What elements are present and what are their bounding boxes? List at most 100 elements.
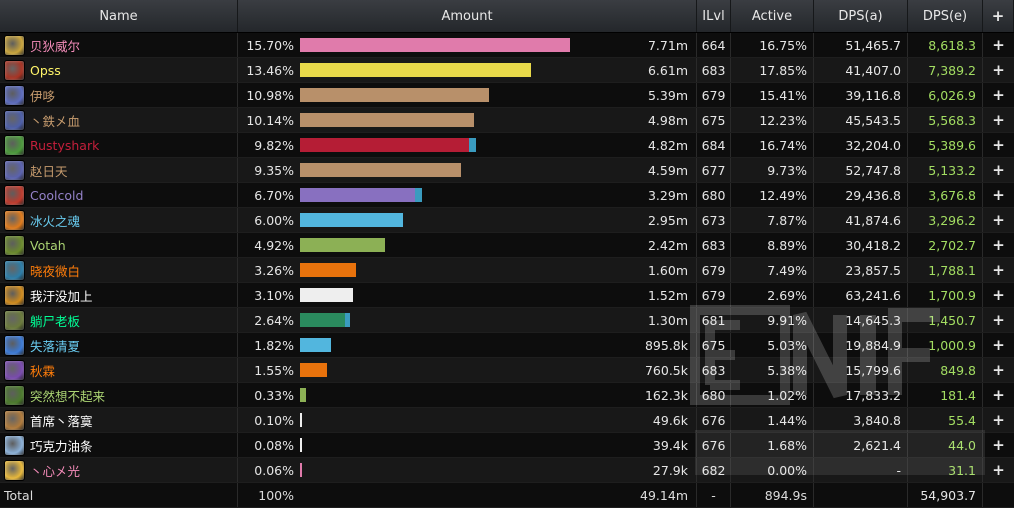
player-name-cell[interactable]: 我汙没加上 (0, 283, 238, 307)
damage-bar (300, 38, 570, 52)
expand-row-icon[interactable]: + (992, 161, 1005, 179)
table-row[interactable]: 秋霖 1.55% 760.5k 683 5.38% 15,799.6 849.8 + (0, 358, 1014, 383)
table-row[interactable]: 晓夜微白 3.26% 1.60m 679 7.49% 23,857.5 1,788.1 + (0, 258, 1014, 283)
dps-effective: 1,000.9 (908, 333, 983, 357)
hunter-class-icon (4, 384, 25, 406)
table-row[interactable]: Coolcold 6.70% 3.29m 680 12.49% 29,436.8 3,676… (0, 183, 1014, 208)
table-row[interactable]: 丶心㐅光 0.06% 27.9k 682 0.00% -31.1 + (0, 458, 1014, 483)
damage-bar (300, 113, 474, 127)
table-row[interactable]: 巧克力油条 0.08% 39.4k 676 1.68% 2,621.4 44.0 + (0, 433, 1014, 458)
expand-row-icon[interactable]: + (992, 186, 1005, 204)
player-name-cell[interactable]: 失落清夏 (0, 333, 238, 357)
player-name: 晓夜微白 (30, 263, 81, 279)
table-row[interactable]: 突然想不起来 0.33% 162.3k 680 1.02% 17,833.2 181.4 + (0, 383, 1014, 408)
header-ilvl[interactable]: ILvl (697, 0, 731, 32)
expand-row-icon[interactable]: + (992, 386, 1005, 404)
header-name[interactable]: Name (0, 0, 238, 32)
total-active: 894.9s (731, 483, 814, 507)
item-level: 682 (697, 458, 731, 482)
active-percent: 9.73% (731, 158, 814, 182)
expand-row-icon[interactable]: + (992, 261, 1005, 279)
expand-row-icon[interactable]: + (992, 136, 1005, 154)
player-name: 丶心㐅光 (30, 463, 81, 479)
expand-row-icon[interactable]: + (992, 236, 1005, 254)
expand-row-icon[interactable]: + (992, 361, 1005, 379)
expand-row-icon[interactable]: + (992, 411, 1005, 429)
player-name-cell[interactable]: 秋霖 (0, 358, 238, 382)
item-level: 676 (697, 433, 731, 457)
damage-amount: 162.3k (635, 383, 697, 407)
expand-row-icon[interactable]: + (992, 86, 1005, 104)
player-name-cell[interactable]: Opss (0, 58, 238, 82)
header-amount[interactable]: Amount (238, 0, 697, 32)
total-row: Total 100% 49.14m - 894.9s 54,903.7 (0, 483, 1014, 508)
table-row[interactable]: 首席丶落寞 0.10% 49.6k 676 1.44% 3,840.8 55.4 + (0, 408, 1014, 433)
expand-row-icon[interactable]: + (992, 436, 1005, 454)
table-row[interactable]: Opss 13.46% 6.61m 683 17.85% 41,407.0 7,389.2 + (0, 58, 1014, 83)
damage-percent: 0.10% (254, 412, 294, 428)
player-name-cell[interactable]: Rustyshark (0, 133, 238, 157)
player-name-cell[interactable]: 躺尸老板 (0, 308, 238, 332)
table-row[interactable]: 我汙没加上 3.10% 1.52m 679 2.69% 63,241.6 1,700.9 + (0, 283, 1014, 308)
damage-bar-area (300, 308, 635, 332)
dps-active: 3,840.8 (814, 408, 908, 432)
dps-active: 19,884.9 (814, 333, 908, 357)
header-active[interactable]: Active (731, 0, 814, 32)
table-row[interactable]: 冰火之魂 6.00% 2.95m 673 7.87% 41,874.6 3,296.2 + (0, 208, 1014, 233)
player-name-cell[interactable]: 冰火之魂 (0, 208, 238, 232)
damage-bar-area (300, 33, 635, 57)
player-name-cell[interactable]: Coolcold (0, 183, 238, 207)
expand-row-icon[interactable]: + (992, 61, 1005, 79)
table-row[interactable]: 贝狄威尔 15.70% 7.71m 664 16.75% 51,465.7 8,618.3 + (0, 33, 1014, 58)
header-expand-icon[interactable]: + (983, 0, 1014, 32)
dps-effective: 31.1 (908, 458, 983, 482)
table-row[interactable]: 赵日天 9.35% 4.59m 677 9.73% 52,747.8 5,133.2 + (0, 158, 1014, 183)
item-level: 675 (697, 108, 731, 132)
player-name: 巧克力油条 (30, 438, 93, 454)
player-name-cell[interactable]: 伊哆 (0, 83, 238, 107)
player-name-cell[interactable]: 丶心㐅光 (0, 458, 238, 482)
damage-percent: 2.64% (254, 312, 294, 328)
total-plus-cell (983, 483, 1014, 507)
player-name-cell[interactable]: 巧克力油条 (0, 433, 238, 457)
expand-row-icon[interactable]: + (992, 336, 1005, 354)
player-name-cell[interactable]: 赵日天 (0, 158, 238, 182)
damage-amount: 2.95m (635, 208, 697, 232)
expand-row-icon[interactable]: + (992, 286, 1005, 304)
expand-row-icon[interactable]: + (992, 311, 1005, 329)
header-dps-e[interactable]: DPS(e) (908, 0, 983, 32)
player-name-cell[interactable]: 贝狄威尔 (0, 33, 238, 57)
damage-percent: 9.82% (254, 137, 294, 153)
active-percent: 1.02% (731, 383, 814, 407)
damage-percent: 10.98% (246, 87, 294, 103)
expand-row-icon[interactable]: + (992, 211, 1005, 229)
damage-percent: 3.10% (254, 287, 294, 303)
player-name-cell[interactable]: 丶鉄㐅血 (0, 108, 238, 132)
table-row[interactable]: 躺尸老板 2.64% 1.30m 681 9.91% 14,645.3 1,450.7 + (0, 308, 1014, 333)
damage-amount: 3.29m (635, 183, 697, 207)
table-row[interactable]: 失落清夏 1.82% 895.8k 675 5.03% 19,884.9 1,000.9 + (0, 333, 1014, 358)
damage-bar-area (300, 458, 635, 482)
damage-bar (300, 263, 356, 277)
table-row[interactable]: 伊哆 10.98% 5.39m 679 15.41% 39,116.8 6,026.9 + (0, 83, 1014, 108)
item-level: 676 (697, 408, 731, 432)
table-row[interactable]: 丶鉄㐅血 10.14% 4.98m 675 12.23% 45,543.5 5,568.3 + (0, 108, 1014, 133)
header-dps-a[interactable]: DPS(a) (814, 0, 908, 32)
active-percent: 1.68% (731, 433, 814, 457)
active-percent: 15.41% (731, 83, 814, 107)
expand-row-icon[interactable]: + (992, 461, 1005, 479)
player-name-cell[interactable]: 突然想不起来 (0, 383, 238, 407)
dps-active: 45,543.5 (814, 108, 908, 132)
player-name: Votah (30, 237, 66, 253)
expand-row-icon[interactable]: + (992, 111, 1005, 129)
player-name-cell[interactable]: 晓夜微白 (0, 258, 238, 282)
dps-effective: 5,389.6 (908, 133, 983, 157)
damage-bar (300, 313, 345, 327)
player-name-cell[interactable]: 首席丶落寞 (0, 408, 238, 432)
table-row[interactable]: Rustyshark 9.82% 4.82m 684 16.74% 32,204.0 5,3… (0, 133, 1014, 158)
player-name-cell[interactable]: Votah (0, 233, 238, 257)
table-row[interactable]: Votah 4.92% 2.42m 683 8.89% 30,418.2 2,702.7 + (0, 233, 1014, 258)
damage-percent: 1.82% (254, 337, 294, 353)
priest-class-icon (4, 284, 25, 306)
expand-row-icon[interactable]: + (992, 36, 1005, 54)
